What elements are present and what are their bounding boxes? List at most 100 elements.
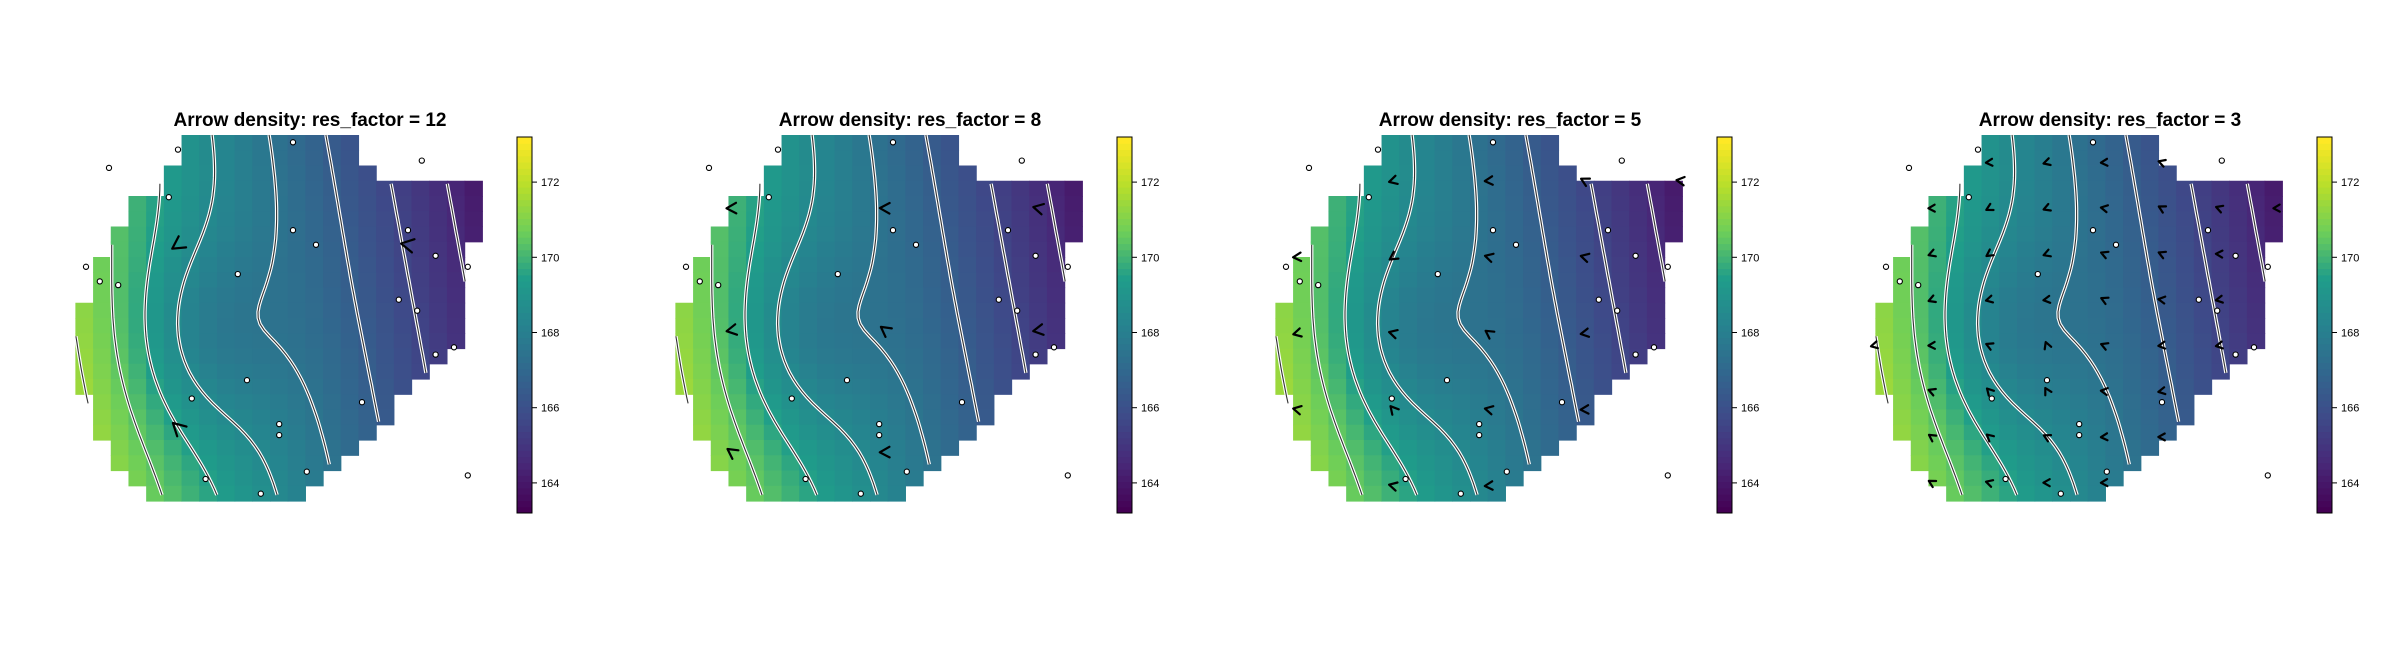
colorbar-step (2317, 287, 2332, 295)
heatmap-cell (728, 333, 747, 350)
heatmap-cell (1416, 318, 1436, 334)
heatmap-cell (1540, 348, 1560, 365)
heatmap-cell (1381, 455, 1400, 472)
sample-point (1476, 431, 1483, 439)
heatmap-cell (1416, 272, 1436, 289)
heatmap-cell (2229, 211, 2248, 228)
arrow-glyph (2099, 478, 2109, 488)
colorbar-step (1117, 218, 1132, 226)
heatmap-cell (181, 302, 200, 319)
heatmap-cell (799, 363, 818, 380)
heatmap-cell (852, 180, 871, 197)
arrow-field (1869, 157, 2281, 489)
arrow-glyph (2099, 432, 2109, 442)
heatmap-cell (816, 165, 836, 182)
arrow-glyph (2157, 205, 2168, 214)
heatmap-cell (358, 348, 377, 365)
heatmap-cell (411, 211, 430, 228)
heatmap-cell (1363, 394, 1383, 411)
colorbar-step (1117, 331, 1132, 339)
arrow-glyph (725, 323, 739, 336)
heatmap-cell (199, 287, 218, 304)
heatmap-cell (2140, 211, 2160, 228)
heatmap-cell (446, 180, 466, 197)
heatmap-cell (1363, 241, 1383, 258)
sample-point (889, 227, 897, 234)
heatmap-cell (1416, 180, 1436, 197)
heatmap-cell (870, 180, 889, 197)
arrow-glyph (2042, 248, 2052, 258)
heatmap-cell (411, 196, 430, 212)
heatmap-cell (2158, 196, 2177, 212)
heatmap-cell (1928, 470, 1947, 487)
heatmap-cell (1523, 272, 1542, 289)
heatmap-cell (2087, 135, 2106, 151)
sample-point (705, 164, 713, 172)
heatmap-cell (728, 348, 747, 365)
heatmap-cell (216, 180, 236, 197)
heatmap-cell (1946, 211, 1965, 228)
heatmap-cell (340, 196, 360, 212)
arrow-glyph (1985, 342, 1995, 351)
heatmap-cell (923, 394, 942, 411)
sample-point (1915, 281, 1922, 289)
heatmap-cell (1399, 379, 1418, 395)
heatmap-cell (958, 272, 977, 289)
heatmap-cell (2105, 150, 2124, 167)
sample-point (1457, 490, 1464, 497)
heatmap-cell (2016, 135, 2036, 151)
heatmap-cell (252, 211, 271, 228)
colorbar-step (1117, 224, 1132, 232)
heatmap-cell (2016, 379, 2036, 395)
colorbar-step (1717, 393, 1732, 401)
heatmap-cell (1523, 424, 1542, 441)
sample-point (1282, 263, 1290, 270)
colorbar-step (517, 375, 532, 382)
sample-point (414, 307, 421, 314)
heatmap-cell (305, 363, 324, 380)
heatmap-cell (1346, 272, 1365, 289)
heatmap-cell (1416, 241, 1436, 258)
heatmap-cell (1505, 318, 1524, 334)
heatmap-cell (710, 455, 730, 472)
heatmap-cell (163, 211, 183, 228)
heatmap-cell (146, 440, 165, 456)
heatmap-cell (1029, 348, 1048, 365)
heatmap-cell (870, 363, 889, 380)
colorbar-step (2317, 306, 2332, 313)
heatmap-cell (234, 257, 253, 273)
heatmap-cell (816, 287, 836, 304)
heatmap-cell (1452, 211, 1471, 228)
arrow-glyph (725, 201, 738, 215)
heatmap-cell (1893, 318, 1912, 334)
heatmap-cell (1576, 318, 1595, 334)
heatmap-cell (287, 150, 306, 167)
sample-point (1388, 395, 1395, 402)
heatmap-cell (340, 409, 360, 426)
heatmap-cell (781, 318, 800, 334)
heatmap-cell (1328, 470, 1347, 487)
heatmap-cell (323, 333, 342, 350)
heatmap-cell (1293, 333, 1312, 350)
colorbar-step (2317, 406, 2332, 414)
heatmap-cell (1310, 455, 1330, 472)
arrow-glyph (2042, 434, 2053, 443)
heatmap-cell (870, 379, 889, 395)
heatmap-cell (216, 318, 236, 334)
heatmap-cell (1523, 333, 1542, 350)
colorbar-tick-label: 164 (541, 478, 559, 490)
colorbar-step (1717, 193, 1732, 201)
colorbar-step (1717, 481, 1732, 489)
heatmap-cell (958, 226, 977, 243)
colorbar-step (1717, 256, 1732, 263)
colorbar-step (2317, 299, 2332, 307)
heatmap-cell (1910, 394, 1930, 411)
heatmap-cell (1576, 363, 1595, 380)
colorbar-step (517, 381, 532, 389)
arrow-glyph (2099, 387, 2109, 397)
arrow-glyph (878, 201, 891, 215)
contour-line (144, 183, 218, 496)
heatmap-cell (234, 409, 253, 426)
heatmap-cell (2140, 348, 2160, 365)
colorbar-step (1717, 325, 1732, 332)
